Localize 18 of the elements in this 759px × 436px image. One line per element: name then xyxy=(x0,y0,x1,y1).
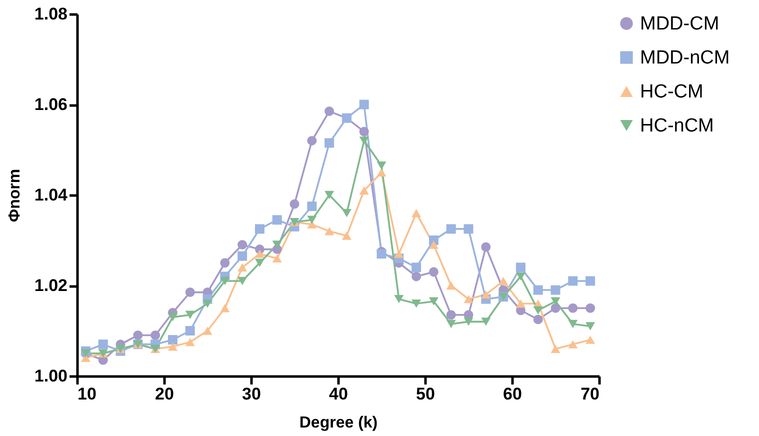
x-axis-title: Degree (k) xyxy=(299,414,378,432)
y-tick-label: 1.06 xyxy=(34,95,68,114)
y-tick-label: 1.00 xyxy=(34,366,68,386)
x-tick-label: 20 xyxy=(155,384,174,404)
y-tick-label: 1.02 xyxy=(34,276,68,295)
x-tick-label: 50 xyxy=(416,384,435,404)
legend-label: MDD-nCM xyxy=(640,48,730,68)
x-tick-label: 40 xyxy=(329,384,348,404)
y-axis-title: Φnorm xyxy=(6,168,24,222)
y-tick-label: 1.08 xyxy=(34,4,68,24)
x-tick-label: 60 xyxy=(503,384,522,404)
legend-label: HC-nCM xyxy=(640,116,714,136)
legend-label: HC-CM xyxy=(640,82,704,102)
x-tick-label: 30 xyxy=(242,384,261,404)
x-tick-label: 70 xyxy=(580,384,600,404)
y-tick-label: 1.04 xyxy=(34,186,68,204)
x-tick-label: 10 xyxy=(78,384,96,404)
legend-label: MDD-CM xyxy=(640,14,720,34)
